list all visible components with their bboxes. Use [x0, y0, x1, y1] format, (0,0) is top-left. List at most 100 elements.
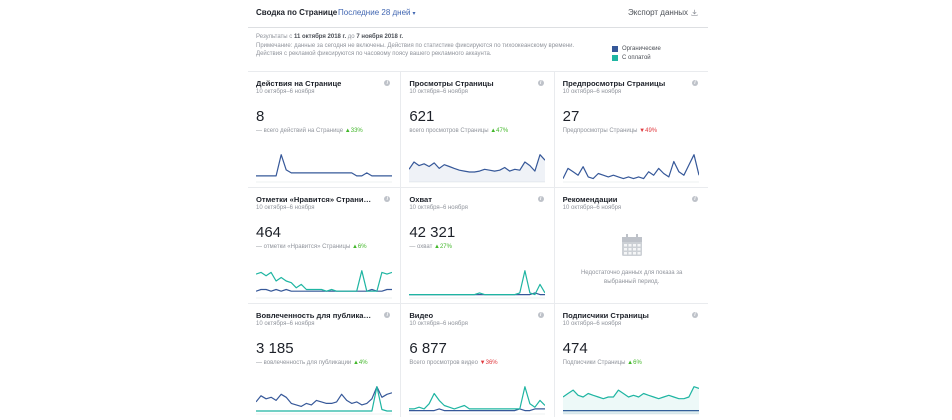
results-range: Результаты с 11 октября 2018 г. до 7 ноя… [256, 33, 616, 42]
legend-label: С оплатой [622, 54, 651, 61]
series-line-0 [256, 154, 392, 177]
card-date-range: 10 октября–6 ноября [409, 89, 468, 95]
info-icon[interactable]: i [384, 196, 391, 202]
metric-subtitle: — всего действий на Странице ▲33% [256, 128, 363, 134]
arrow-up-icon: ▲ [434, 244, 440, 250]
metric-subtitle: — вовлеченность для публикации ▲4% [256, 360, 368, 366]
page-summary-panel: Сводка по Странице Последние 28 дней ▾ Эк… [248, 0, 708, 420]
change-badge: ▲4% [353, 360, 368, 366]
series-line-1 [256, 386, 392, 412]
results-prefix: Результаты с [256, 34, 293, 40]
metric-subtitle: Подписчики Страницы ▲6% [563, 360, 642, 366]
series-area-0 [562, 410, 699, 414]
calendar-icon [621, 234, 642, 256]
metric-value: 621 [409, 108, 435, 125]
change-value: 47% [496, 128, 509, 134]
info-icon[interactable]: i [537, 196, 544, 202]
series-area-1 [562, 386, 699, 414]
card-date-range: 10 октября–6 ноября [562, 205, 622, 211]
summary-header: Сводка по Странице Последние 28 дней ▾ Эк… [248, 0, 708, 28]
info-icon[interactable]: i [691, 196, 698, 202]
metric-sparkline [562, 154, 699, 183]
card-date-range: 10 октября–6 ноября [256, 205, 315, 211]
series-area-0 [409, 154, 546, 182]
card-title: Видео [409, 311, 434, 320]
legend-label: Органические [622, 45, 661, 52]
date-to: 7 ноября 2018 г. [356, 34, 404, 40]
series-line-1 [409, 386, 546, 410]
change-badge: ▲47% [490, 128, 508, 134]
metrics-row: Отметки «Нравится» Страницы i 10 октября–6… [248, 188, 708, 304]
note-line-2: Действия с рекламой фиксируются по часов… [256, 51, 492, 57]
card-title: Рекомендации [562, 195, 618, 204]
metric-label: — отметки «Нравится» Страницы [256, 244, 351, 250]
chevron-down-icon: ▾ [412, 11, 416, 17]
series-line-0 [256, 288, 392, 292]
card-title: Просмотры Страницы [409, 79, 494, 88]
change-value: 49% [645, 128, 658, 134]
change-badge: ▼49% [639, 128, 657, 134]
change-badge: ▲33% [345, 128, 363, 134]
card-post-engagement[interactable]: Вовлеченность для публикаций i 10 октября–… [248, 304, 402, 417]
card-title: Вовлеченность для публикаций [256, 311, 374, 320]
arrow-up-icon: ▲ [351, 244, 358, 250]
series-line-0 [562, 154, 699, 180]
metric-subtitle: Всего просмотров видео ▼36% [409, 360, 497, 366]
card-videos[interactable]: Видео i 10 октября–6 ноября 6 877 Всего прос… [401, 304, 555, 417]
change-value: 36% [485, 360, 498, 366]
results-info: Результаты с 11 октября 2018 г. до 7 ноя… [256, 33, 616, 59]
arrow-up-icon: ▲ [627, 360, 634, 366]
summary-title: Сводка по Странице [256, 8, 338, 17]
metric-sparkline [562, 386, 699, 415]
change-value: 4% [358, 360, 368, 366]
info-icon[interactable]: i [384, 312, 391, 318]
card-page-previews[interactable]: Предпросмотры Страницы i 10 октября–6 нояб… [555, 72, 708, 187]
period-dropdown[interactable]: Последние 28 дней ▾ [338, 8, 416, 17]
metric-label: Всего просмотров видео [409, 360, 478, 366]
export-data-button[interactable]: Экспорт данных [628, 8, 698, 17]
metrics-grid: Действия на Странице i 10 октября–6 ноября… [248, 71, 708, 417]
metric-value: 42 321 [409, 224, 456, 241]
metric-label: Подписчики Страницы [562, 360, 626, 366]
metric-value: 464 [256, 224, 282, 241]
card-date-range: 10 октября–6 ноября [562, 321, 622, 327]
card-reach[interactable]: Охват i 10 октября–6 ноября 42 321 — охват ▲… [401, 188, 555, 303]
series-line-1 [409, 270, 546, 296]
metric-value: 3 185 [256, 340, 294, 357]
metric-sparkline [256, 386, 392, 415]
change-value: 33% [350, 128, 363, 134]
organic-swatch [612, 45, 618, 52]
card-page-followers[interactable]: Подписчики Страницы i 10 октября–6 ноября 4… [555, 304, 708, 417]
export-label: Экспорт данных [628, 8, 688, 17]
info-icon[interactable]: i [691, 312, 698, 318]
change-badge: ▲6% [352, 244, 367, 250]
metric-label: Предпросмотры Страницы [562, 128, 638, 134]
card-date-range: 10 октября–6 ноября [256, 321, 315, 327]
card-recommendations[interactable]: Рекомендации i 10 октября–6 ноября Недостат… [555, 188, 708, 303]
card-page-likes[interactable]: Отметки «Нравится» Страницы i 10 октября–6… [248, 188, 402, 303]
series-line-1 [256, 270, 392, 292]
paid-swatch [612, 54, 618, 61]
info-icon[interactable]: i [384, 80, 391, 86]
legend-item-paid: С оплатой [612, 53, 661, 62]
metric-value: 27 [562, 108, 580, 125]
period-label: Последние 28 дней [338, 8, 411, 17]
card-title: Отметки «Нравится» Страницы [256, 195, 374, 204]
card-page-views[interactable]: Просмотры Страницы i 10 октября–6 ноября 62… [401, 72, 555, 187]
card-page-actions[interactable]: Действия на Странице i 10 октября–6 ноября… [248, 72, 402, 187]
card-title: Предпросмотры Страницы [562, 79, 666, 88]
change-value: 6% [633, 360, 642, 366]
info-icon[interactable]: i [537, 312, 544, 318]
arrow-down-icon: ▼ [479, 360, 486, 366]
series-line-0 [409, 154, 546, 173]
card-title: Подписчики Страницы [562, 311, 649, 320]
info-icon[interactable]: i [537, 80, 544, 86]
download-icon [691, 9, 698, 16]
metric-value: 474 [562, 340, 588, 357]
metric-label: — охват [409, 244, 433, 250]
metric-sparkline [409, 386, 546, 415]
info-icon[interactable]: i [691, 80, 698, 86]
legend-item-organic: Органические [612, 44, 661, 53]
series-line-0 [409, 408, 546, 412]
metric-sparkline [409, 154, 546, 183]
